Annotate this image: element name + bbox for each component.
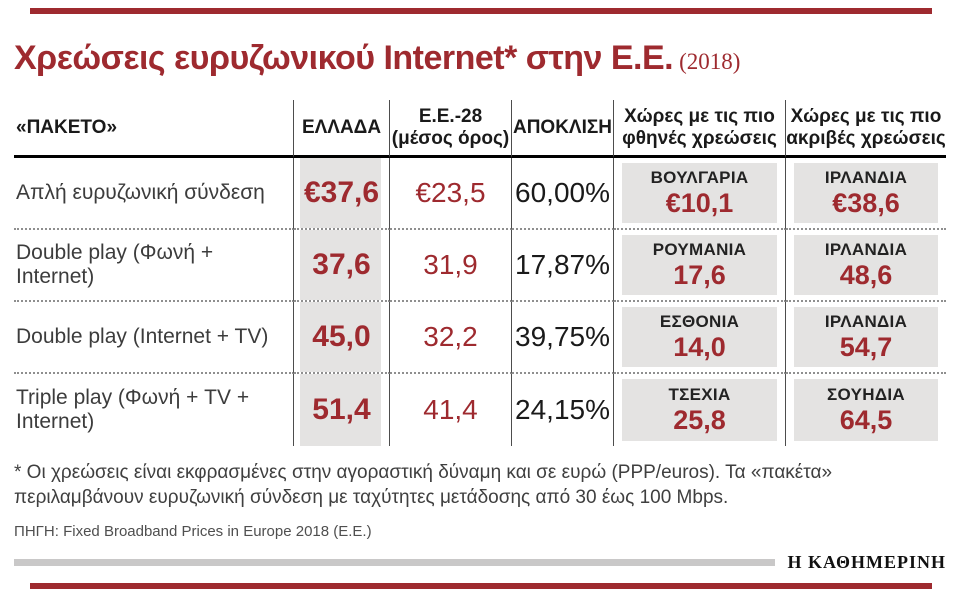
row-deviation-cell: 60,00%	[512, 158, 614, 230]
deviation-value: 39,75%	[515, 321, 610, 352]
expensive-country-box: ΙΡΛΑΝΔΙΑ 48,6	[794, 235, 938, 295]
top-accent-rule	[30, 8, 932, 14]
bottom-accent-rule	[30, 583, 932, 589]
expensive-country-price: €38,6	[832, 188, 900, 219]
col-header-expensive: Χώρες με τις πιο ακριβές χρεώσεις	[786, 100, 946, 158]
expensive-country-price: 48,6	[839, 260, 893, 291]
row-greece-cell: 37,6	[294, 230, 390, 302]
cheapest-country-name: ΒΟΥΛΓΑΡΙΑ	[650, 168, 749, 188]
expensive-country-box: ΣΟΥΗΔΙΑ 64,5	[794, 379, 938, 441]
row-expensive-cell: ΙΡΛΑΝΔΙΑ 54,7	[786, 302, 946, 374]
col-header-deviation: ΑΠΟΚΛΙΣΗ	[512, 100, 614, 158]
row-expensive-cell: ΣΟΥΗΔΙΑ 64,5	[786, 374, 946, 446]
row-eu-cell: 31,9	[390, 230, 512, 302]
row-deviation-cell: 24,15%	[512, 374, 614, 446]
deviation-value: 17,87%	[515, 249, 610, 280]
col-header-package: «ΠΑΚΕΤΟ»	[14, 100, 294, 158]
cheapest-country-box: ΤΣΕΧΙΑ 25,8	[622, 379, 777, 441]
kathimerini-logo: Η ΚΑΘΗΜΕΡΙΝΗ	[787, 552, 946, 572]
page-title: Χρεώσεις ευρυζωνικού Internet* στην Ε.Ε.…	[14, 36, 946, 84]
greece-column-highlight	[300, 230, 381, 300]
row-cheapest-cell: ΤΣΕΧΙΑ 25,8	[614, 374, 786, 446]
col-header-cheapest-line1: Χώρες με τις πιο	[624, 105, 775, 127]
row-package-label: Απλή ευρυζωνική σύνδεση	[14, 158, 294, 230]
row-package-label: Triple play (Φωνή + TV + Internet)	[14, 374, 294, 446]
row-deviation-cell: 39,75%	[512, 302, 614, 374]
row-eu-cell: 32,2	[390, 302, 512, 374]
footnote: * Οι χρεώσεις είναι εκφρασμένες στην αγο…	[14, 462, 833, 508]
greece-price: 51,4	[312, 393, 371, 426]
row-eu-cell: 41,4	[390, 374, 512, 446]
cheapest-country-price: 17,6	[673, 260, 726, 291]
row-deviation-cell: 17,87%	[512, 230, 614, 302]
cheapest-country-name: ΕΣΘΟΝΙΑ	[659, 312, 740, 332]
row-expensive-cell: ΙΡΛΑΝΔΙΑ 48,6	[786, 230, 946, 302]
expensive-country-name: ΙΡΛΑΝΔΙΑ	[824, 168, 908, 188]
row-package-label: Double play (Φωνή + Internet)	[14, 230, 294, 302]
page-title-year: (2018)	[679, 49, 741, 74]
price-table: «ΠΑΚΕΤΟ» ΕΛΛΑΔΑ Ε.Ε.-28 (μέσος όρος) ΑΠΟ…	[14, 100, 946, 446]
col-header-expensive-line1: Χώρες με τις πιο	[790, 105, 942, 127]
greece-column-highlight	[300, 374, 381, 446]
infographic: Χρεώσεις ευρυζωνικού Internet* στην Ε.Ε.…	[14, 36, 946, 573]
cheapest-country-box: ΒΟΥΛΓΑΡΙΑ €10,1	[622, 163, 777, 223]
eu-average-price: €23,5	[415, 177, 486, 208]
col-header-eu28: Ε.Ε.-28 (μέσος όρος)	[390, 100, 512, 158]
row-cheapest-cell: ΡΟΥΜΑΝΙΑ 17,6	[614, 230, 786, 302]
eu-average-price: 31,9	[423, 249, 478, 280]
cheapest-country-price: 14,0	[673, 332, 726, 363]
expensive-country-price: 64,5	[839, 405, 893, 436]
expensive-country-box: ΙΡΛΑΝΔΙΑ €38,6	[794, 163, 938, 223]
col-header-cheapest-line2: φθηνές χρεώσεις	[622, 127, 777, 149]
cheapest-country-box: ΡΟΥΜΑΝΙΑ 17,6	[622, 235, 777, 295]
deviation-value: 24,15%	[515, 394, 610, 425]
col-header-eu28-line2: (μέσος όρος)	[391, 127, 510, 149]
row-package-label: Double play (Internet + TV)	[14, 302, 294, 374]
row-greece-cell: 45,0	[294, 302, 390, 374]
greece-price: €37,6	[303, 176, 380, 209]
row-greece-cell: €37,6	[294, 158, 390, 230]
greece-column-highlight	[300, 302, 381, 372]
source-line: ΠΗΓΗ: Fixed Broadband Prices in Europe 2…	[14, 523, 372, 540]
expensive-country-price: 54,7	[839, 332, 893, 363]
footer: Η ΚΑΘΗΜΕΡΙΝΗ	[14, 552, 946, 573]
expensive-country-name: ΙΡΛΑΝΔΙΑ	[824, 312, 908, 332]
eu-average-price: 32,2	[423, 321, 478, 352]
row-expensive-cell: ΙΡΛΑΝΔΙΑ €38,6	[786, 158, 946, 230]
cheapest-country-price: €10,1	[665, 188, 734, 219]
cheapest-country-name: ΤΣΕΧΙΑ	[668, 385, 731, 405]
expensive-country-box: ΙΡΛΑΝΔΙΑ 54,7	[794, 307, 938, 367]
deviation-value: 60,00%	[515, 177, 610, 208]
col-header-greece: ΕΛΛΑΔΑ	[294, 100, 390, 158]
page-title-text: Χρεώσεις ευρυζωνικού Internet* στην Ε.Ε.	[14, 39, 674, 77]
row-cheapest-cell: ΕΣΘΟΝΙΑ 14,0	[614, 302, 786, 374]
row-greece-cell: 51,4	[294, 374, 390, 446]
expensive-country-name: ΣΟΥΗΔΙΑ	[827, 385, 905, 405]
row-eu-cell: €23,5	[390, 158, 512, 230]
greece-price: 45,0	[312, 320, 371, 353]
greece-column-highlight	[300, 158, 381, 228]
greece-price: 37,6	[312, 248, 371, 281]
cheapest-country-name: ΡΟΥΜΑΝΙΑ	[652, 240, 747, 260]
footer-divider-bar	[14, 559, 775, 566]
expensive-country-name: ΙΡΛΑΝΔΙΑ	[824, 240, 908, 260]
col-header-eu28-line1: Ε.Ε.-28	[418, 105, 483, 127]
col-header-cheapest: Χώρες με τις πιο φθηνές χρεώσεις	[614, 100, 786, 158]
col-header-expensive-line2: ακριβές χρεώσεις	[786, 127, 946, 149]
eu-average-price: 41,4	[423, 394, 478, 425]
cheapest-country-price: 25,8	[673, 405, 726, 436]
row-cheapest-cell: ΒΟΥΛΓΑΡΙΑ €10,1	[614, 158, 786, 230]
cheapest-country-box: ΕΣΘΟΝΙΑ 14,0	[622, 307, 777, 367]
